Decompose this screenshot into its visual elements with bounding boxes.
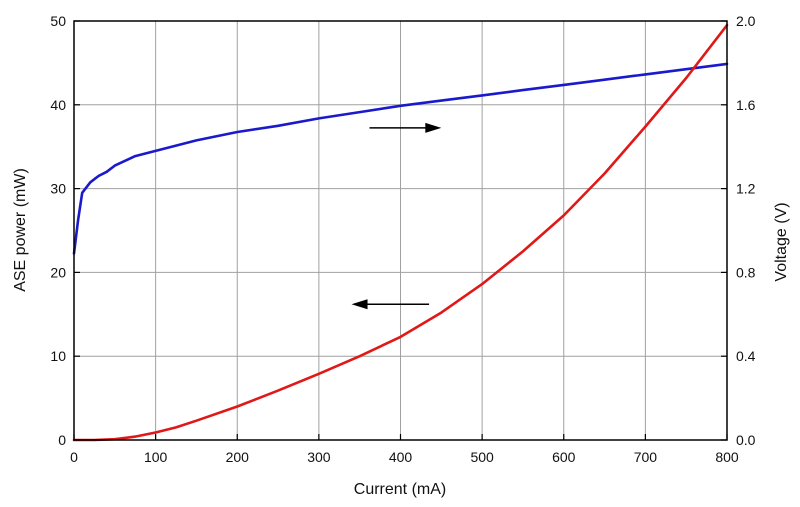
x-tick-label: 800	[715, 449, 739, 465]
x-tick-label: 100	[144, 449, 168, 465]
y-right-tick-label: 1.6	[736, 97, 756, 113]
arrow-head	[425, 122, 442, 133]
x-tick-label: 300	[307, 449, 331, 465]
y-right-tick-label: 0.4	[736, 348, 756, 364]
y-right-tick-label: 2.0	[736, 13, 756, 29]
arrow-right	[369, 122, 442, 133]
y-left-tick-label: 20	[50, 264, 66, 280]
arrow-head	[351, 299, 368, 310]
x-tick-label: 200	[226, 449, 250, 465]
tick-labels: 0 100 200 300 400 500 600 700 800 0 10 20 30 40 50 0.0 0…	[50, 13, 755, 465]
x-tick-label: 0	[70, 449, 78, 465]
ase-power-series-line	[72, 23, 729, 442]
annotation-arrows	[351, 122, 442, 310]
arrow-left	[351, 299, 430, 310]
data-series	[72, 23, 729, 442]
x-tick-label: 400	[389, 449, 413, 465]
x-axis-title: Current (mA)	[354, 481, 446, 498]
grid-lines	[74, 21, 727, 440]
y-right-tick-label: 0.8	[736, 264, 756, 280]
x-tick-label: 500	[470, 449, 494, 465]
y-right-tick-label: 1.2	[736, 181, 756, 197]
y-right-tick-label: 0.0	[736, 432, 756, 448]
y-right-axis-title: Voltage (V)	[773, 202, 790, 281]
voltage-series-line	[72, 62, 729, 255]
y-left-tick-label: 50	[50, 13, 66, 29]
y-left-tick-label: 40	[50, 97, 66, 113]
x-tick-label: 700	[634, 449, 658, 465]
y-left-axis-title: ASE power (mW)	[12, 168, 29, 292]
y-left-tick-label: 0	[58, 432, 66, 448]
axis-ticks	[73, 20, 728, 441]
x-tick-label: 600	[552, 449, 576, 465]
y-left-tick-label: 30	[50, 181, 66, 197]
y-left-tick-label: 10	[50, 348, 66, 364]
